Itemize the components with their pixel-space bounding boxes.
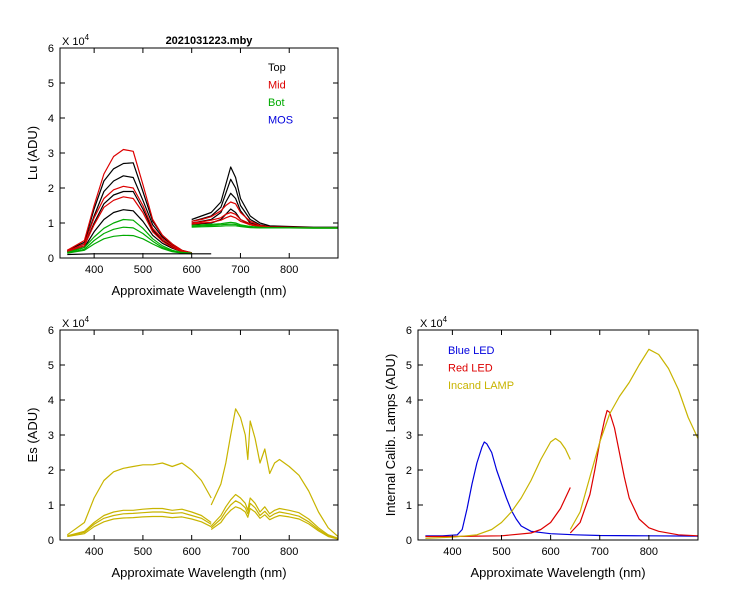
series-line-es-4-3-0: [67, 515, 212, 538]
series-line-incand-lamp-2-0: [425, 437, 571, 539]
series-line-es-4-3-1: [210, 506, 338, 540]
x-tick-label: 800: [280, 546, 298, 558]
chart-title: 2021031223.mby: [166, 35, 254, 47]
series-group: [66, 408, 338, 540]
series-line-incand-lamp-2-1: [569, 348, 698, 530]
series-line-es-2-1-1: [210, 493, 338, 539]
x-tick-label: 700: [231, 546, 249, 558]
y-tick-label: 2: [48, 465, 54, 477]
y-tick-label: 5: [48, 78, 54, 90]
x-tick-label: 500: [134, 546, 152, 558]
x-tick-label: 600: [541, 546, 559, 558]
y-exponent-label: X 104: [62, 33, 90, 48]
legend-entry-incand-lamp: Incand LAMP: [448, 380, 514, 392]
x-tick-label: 700: [591, 546, 609, 558]
y-axis-label: Lu (ADU): [25, 126, 40, 180]
y-tick-label: 4: [406, 395, 412, 407]
series-line-es-3-2-1: [210, 500, 338, 540]
x-tick-label: 800: [280, 264, 298, 276]
series-line-blue-led-0-0: [425, 441, 698, 537]
y-tick-label: 0: [406, 535, 412, 547]
x-tick-label: 400: [443, 546, 461, 558]
series-line-top-0-1: [191, 166, 338, 228]
legend: Top Mid Bot MOS: [268, 62, 293, 127]
x-tick-label: 600: [183, 546, 201, 558]
x-tick-label: 700: [231, 264, 249, 276]
series-line-es-3-2-0: [67, 511, 212, 537]
x-tick-label: 400: [85, 546, 103, 558]
y-tick-label: 6: [48, 325, 54, 337]
x-tick-label: 600: [183, 264, 201, 276]
legend-entry-mos: MOS: [268, 115, 293, 127]
series-line-red-led-1-0: [425, 487, 571, 538]
y-axis-label: Internal Calib. Lamps (ADU): [383, 354, 398, 517]
plot-frame: [417, 329, 699, 541]
series-line-top-3-0: [67, 209, 192, 254]
x-tick-label: 500: [134, 264, 152, 276]
series-line-bot-9-0: [67, 234, 192, 255]
chart-lu: 400 500 600 700 800 0 1 2 3 4 5 6 X 104 2021031223.mb…: [25, 33, 339, 298]
y-tick-label: 6: [406, 325, 412, 337]
legend-entry-mid: Mid: [268, 80, 286, 92]
legend-entry-blue-led: Blue LED: [448, 345, 495, 357]
series-line-bot-9-1: [191, 225, 338, 229]
legend-entry-bot: Bot: [268, 97, 285, 109]
series-line-mid-6-0: [67, 196, 192, 254]
legend-entry-red-led: Red LED: [448, 363, 493, 375]
x-tick-label: 400: [85, 264, 103, 276]
series-line-es-1-0-1: [210, 408, 338, 537]
y-axis-label: Es (ADU): [25, 408, 40, 463]
y-tick-label: 0: [48, 535, 54, 547]
y-tick-label: 2: [406, 465, 412, 477]
y-tick-label: 3: [48, 148, 54, 160]
series-line-top-1-1: [191, 178, 338, 229]
y-tick-label: 3: [406, 430, 412, 442]
y-tick-label: 5: [406, 360, 412, 372]
series-line-es-1-0-0: [66, 462, 212, 536]
x-tick-label: 500: [492, 546, 510, 558]
y-tick-label: 2: [48, 183, 54, 195]
series-line-mid-4-0: [67, 148, 192, 254]
y-exponent-label: X 104: [420, 315, 448, 330]
series-line-red-led-1-1: [569, 409, 698, 537]
y-tick-label: 4: [48, 113, 54, 125]
y-tick-label: 6: [48, 43, 54, 55]
y-tick-label: 1: [48, 500, 54, 512]
legend: Blue LED Red LED Incand LAMP: [448, 345, 514, 392]
x-axis-label: Approximate Wavelength (nm): [111, 283, 286, 298]
series-line-es-2-1-0: [67, 507, 212, 537]
series-line-top-10-0: [67, 253, 212, 256]
chart-lamps: 400 500 600 700 800 0 1 2 3 4 5 6 X 104 Approximate W…: [383, 315, 699, 580]
y-tick-label: 3: [48, 430, 54, 442]
y-tick-label: 4: [48, 395, 54, 407]
y-tick-label: 1: [406, 500, 412, 512]
legend-entry-top: Top: [268, 62, 286, 74]
x-tick-label: 800: [640, 546, 658, 558]
series-group: [67, 148, 338, 256]
x-axis-label: Approximate Wavelength (nm): [470, 565, 645, 580]
chart-es: 400 500 600 700 800 0 1 2 3 4 5 6 X 104 Approximate W…: [25, 315, 339, 580]
series-line-mid-5-0: [67, 185, 192, 254]
series-line-bot-8-0: [67, 226, 192, 254]
plot-frame: [59, 329, 339, 541]
series-line-bot-7-0: [67, 218, 192, 254]
y-tick-label: 1: [48, 218, 54, 230]
y-tick-label: 0: [48, 253, 54, 265]
series-group: [425, 348, 698, 539]
y-tick-label: 5: [48, 360, 54, 372]
y-exponent-label: X 104: [62, 315, 90, 330]
x-axis-label: Approximate Wavelength (nm): [111, 565, 286, 580]
